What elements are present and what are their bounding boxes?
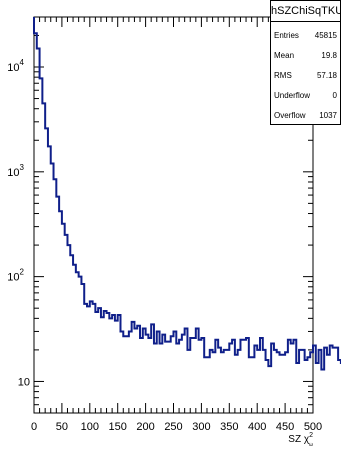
x-tick-label: 300 <box>192 421 210 433</box>
x-tick-label: 50 <box>56 421 68 433</box>
stats-mean-value: 19.8 <box>321 51 337 60</box>
stats-overflow-row: Overflow 1037 <box>271 106 340 126</box>
x-tick-label: 100 <box>81 421 99 433</box>
x-tick-label: 150 <box>109 421 127 433</box>
x-axis-title: SZ χ2 ω <box>288 432 313 448</box>
stats-entries-value: 45815 <box>314 31 337 40</box>
histogram-series-line <box>33 17 341 371</box>
stats-entries-label: Entries <box>274 31 299 40</box>
x-tick-label: 400 <box>248 421 266 433</box>
stats-entries-row: Entries 45815 <box>271 26 340 46</box>
x-tick-label: 0 <box>31 421 37 433</box>
y-tick-label: 10 <box>18 376 30 388</box>
stats-overflow-label: Overflow <box>274 111 306 120</box>
stats-overflow-value: 1037 <box>319 111 337 120</box>
stats-underflow-row: Underflow 0 <box>271 86 340 106</box>
y-tick-label: 103 <box>7 163 24 179</box>
stats-box: hSZChiSqTKU Entries 45815 Mean 19.8 RMS … <box>270 0 341 125</box>
stats-underflow-value: 0 <box>332 91 337 100</box>
stats-mean-label: Mean <box>274 51 295 60</box>
x-tick-label: 350 <box>220 421 238 433</box>
y-tick-label: 104 <box>7 58 24 74</box>
stats-rms-value: 57.18 <box>316 71 337 80</box>
x-tick-label: 450 <box>276 421 294 433</box>
stats-underflow-label: Underflow <box>274 91 311 100</box>
y-tick-label: 102 <box>7 268 24 284</box>
stats-box-title: hSZChiSqTKU <box>271 1 341 22</box>
x-tick-label: 500 <box>304 421 322 433</box>
stats-mean-row: Mean 19.8 <box>271 46 340 66</box>
x-tick-label: 250 <box>164 421 182 433</box>
stats-rms-row: RMS 57.18 <box>271 66 340 86</box>
x-tick-label: 200 <box>136 421 154 433</box>
stats-rms-label: RMS <box>274 71 292 80</box>
